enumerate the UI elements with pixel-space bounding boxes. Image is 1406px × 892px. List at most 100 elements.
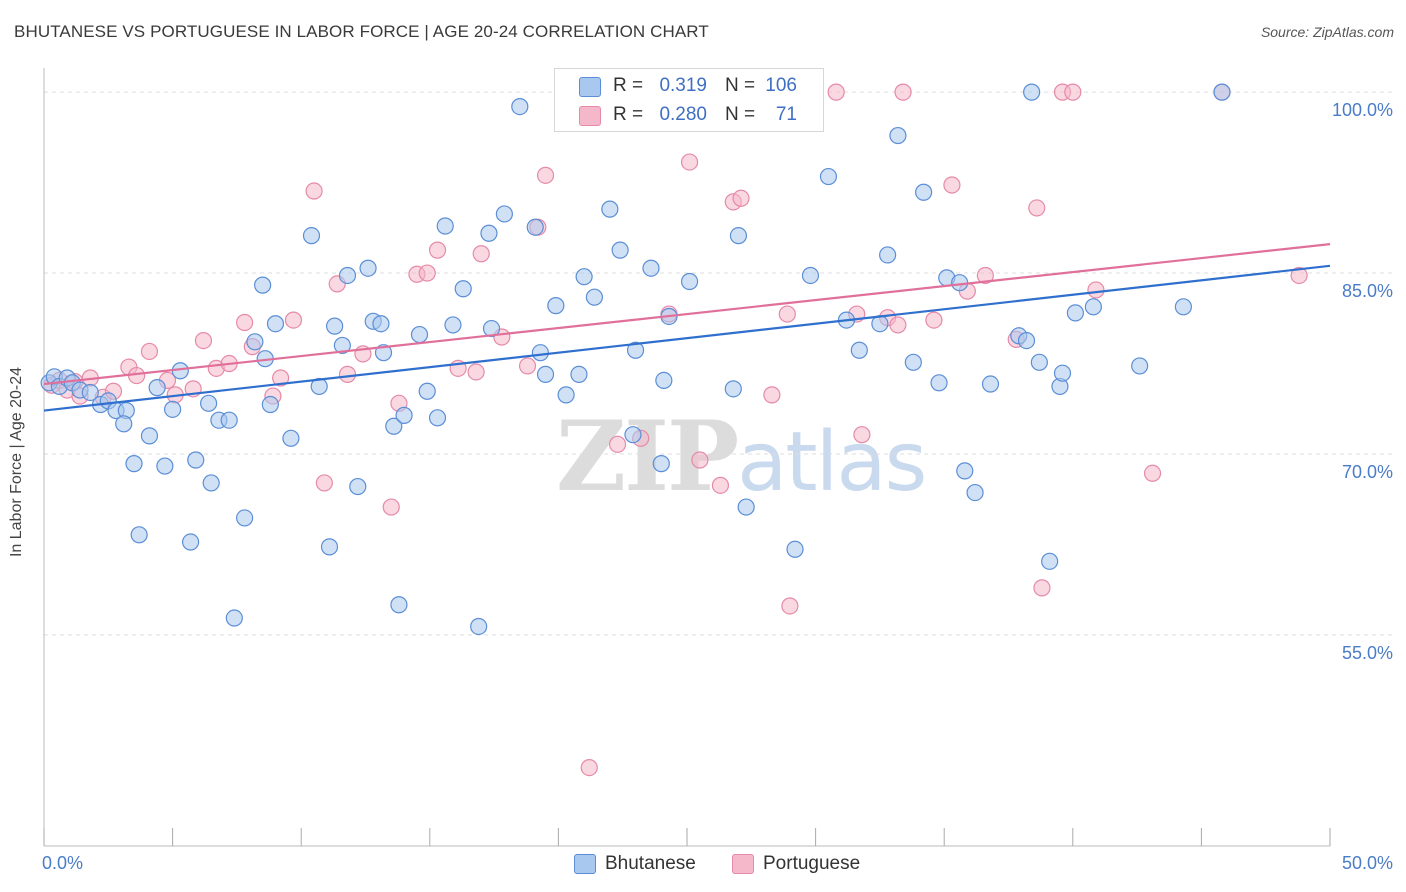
bhutanese-point (349, 477, 367, 496)
bhutanese-point (737, 498, 755, 516)
bhutanese-point (966, 483, 984, 502)
bhutanese-point (729, 227, 748, 245)
legend-r-label: R = (613, 104, 644, 125)
bhutanese-point (359, 259, 377, 277)
portuguese-point (1087, 281, 1105, 299)
bhutanese-point (266, 315, 285, 333)
bhutanese-point (302, 227, 321, 245)
bhutanese-point (1213, 83, 1231, 101)
chart-title: BHUTANESE VS PORTUGUESE IN LABOR FORCE |… (14, 22, 709, 41)
bhutanese-point (601, 200, 619, 218)
bhutanese-point (495, 205, 513, 223)
bhutanese-point (444, 316, 462, 334)
bhutanese-point (930, 374, 948, 392)
series-portuguese (43, 83, 1308, 777)
legend-label-bhutanese: Bhutanese (605, 853, 696, 874)
bhutanese-point (225, 609, 243, 627)
bhutanese-point (850, 341, 868, 359)
bhutanese-point (557, 386, 575, 404)
y-tick-label: 70.0% (1342, 462, 1393, 482)
bhutanese-point (454, 280, 472, 298)
bhutanese-point (140, 427, 159, 445)
legend-label-portuguese: Portuguese (763, 853, 861, 874)
bhutanese-point (526, 218, 544, 236)
bhutanese-point (246, 333, 264, 351)
portuguese-point (472, 245, 490, 263)
bhutanese-point (611, 241, 629, 259)
bhutanese-point (220, 411, 238, 429)
bhutanese-point (236, 509, 254, 527)
portuguese-point (1033, 579, 1051, 597)
portuguese-point (1143, 464, 1162, 482)
portuguese-point (853, 426, 871, 444)
bhutanese-point (428, 409, 447, 427)
source-credit: Source: ZipAtlas.com (1260, 24, 1394, 40)
portuguese-trend-line (43, 243, 1331, 386)
bhutanese-point (801, 266, 820, 285)
y-tick-label: 55.0% (1342, 643, 1393, 663)
bhutanese-point (282, 429, 300, 447)
portuguese-point (580, 758, 598, 777)
bhutanese-point (531, 344, 549, 362)
bhutanese-point (261, 395, 279, 414)
legend-swatch-bhutanese (574, 854, 596, 874)
bhutanese-point (981, 375, 1000, 393)
bhutanese-point (395, 406, 413, 424)
portuguese-point (284, 311, 303, 329)
portuguese-point (338, 365, 357, 383)
y-tick-label: 100.0% (1332, 100, 1393, 120)
bhutanese-point (202, 474, 220, 492)
bhutanese-point (585, 288, 604, 306)
portuguese-point (467, 363, 485, 381)
bhutanese-point (200, 394, 218, 412)
portuguese-point (778, 305, 796, 323)
portuguese-point (680, 153, 699, 171)
legend-swatch-bhutanese (579, 77, 601, 97)
portuguese-point (518, 357, 537, 375)
bhutanese-point (626, 341, 645, 359)
bhutanese-point (1066, 304, 1084, 322)
portuguese-point (536, 166, 555, 184)
bhutanese-point (148, 379, 166, 397)
bhutanese-point (482, 319, 501, 338)
legend-n-label: N = (725, 75, 756, 96)
bhutanese-point (372, 315, 390, 333)
portuguese-point (140, 342, 159, 361)
portuguese-point (781, 597, 799, 615)
trend-lines (43, 243, 1331, 412)
bhutanese-point (511, 97, 529, 116)
legend-n-value: 106 (765, 75, 797, 96)
portuguese-point (428, 241, 447, 259)
portuguese-point (382, 498, 400, 516)
bhutanese-point (1174, 298, 1192, 316)
bhutanese-point (1023, 83, 1041, 101)
bhutanese-point (786, 540, 804, 558)
bhutanese-point (320, 538, 339, 556)
bhutanese-point (889, 126, 907, 145)
legend-n-label: N = (725, 104, 756, 125)
bhutanese-point (338, 266, 357, 285)
bhutanese-point (915, 183, 933, 201)
stats-legend: R = 0.319 N = 106 R = 0.280 N = 71 (554, 68, 824, 132)
bhutanese-point (326, 317, 344, 335)
bhutanese-point (470, 617, 488, 636)
bhutanese-point (879, 246, 897, 264)
portuguese-point (732, 189, 750, 207)
portuguese-point (763, 386, 781, 404)
bhutanese-point (1030, 353, 1048, 371)
bhutanese-point (410, 325, 429, 344)
legend-swatch-portuguese (732, 854, 754, 874)
bhutanese-point (1084, 298, 1102, 316)
portuguese-point (711, 476, 730, 494)
axes (43, 68, 1331, 847)
bhutanese-point (904, 353, 922, 371)
y-tick-label: 85.0% (1342, 281, 1393, 301)
bhutanese-point (254, 276, 272, 294)
bhutanese-point (310, 377, 328, 396)
bhutanese-point (187, 451, 205, 469)
legend-n-value: 71 (775, 104, 797, 125)
series-legend: Bhutanese Portuguese (574, 852, 904, 876)
bhutanese-point (374, 344, 393, 362)
bhutanese-point (652, 455, 670, 473)
